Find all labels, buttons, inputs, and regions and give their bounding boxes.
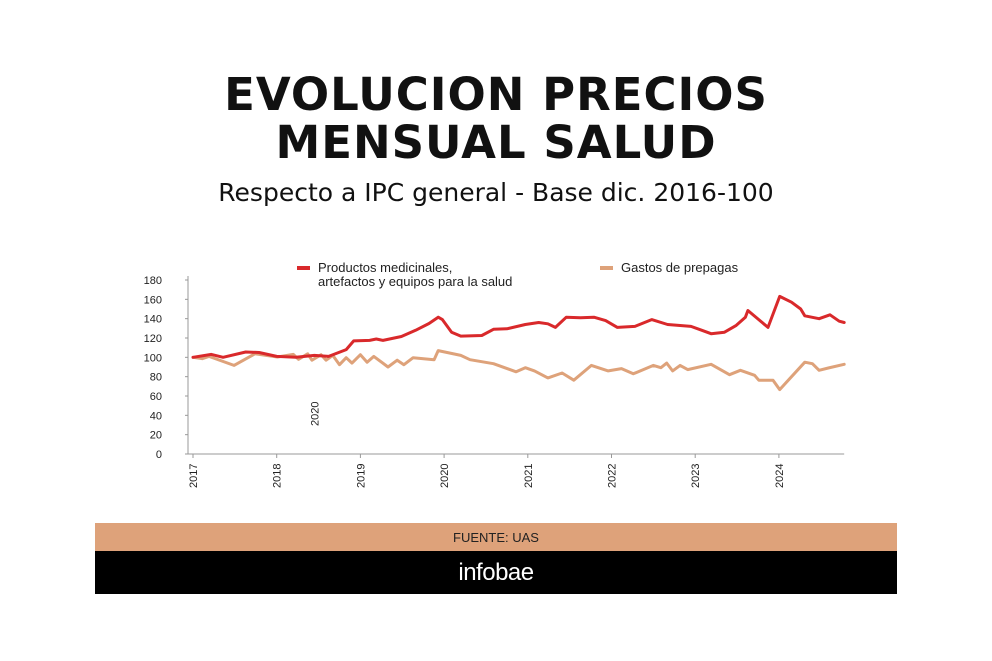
brand-logo: infobae — [95, 551, 897, 594]
chart-subtitle: Respecto a IPC general - Base dic. 2016-… — [218, 178, 774, 207]
chart-title-line-1: EVOLUCION PRECIOS — [224, 68, 768, 121]
y-tick-label: 0 — [156, 449, 162, 461]
source-bar: FUENTE: UAS — [95, 523, 897, 551]
y-tick-label: 140 — [144, 314, 162, 326]
series-line-gastos-prepagas — [191, 349, 846, 392]
x-tick-label: 2023 — [690, 464, 702, 488]
y-tick-label: 20 — [150, 430, 162, 442]
legend-label: artefactos y equipos para la salud — [318, 274, 512, 289]
legend-swatch — [297, 266, 310, 270]
x-tick-label: 2019 — [355, 464, 367, 488]
x-tick-label: 2017 — [188, 464, 200, 488]
legend: Productos medicinales,artefactos y equip… — [297, 260, 739, 289]
legend-label: Productos medicinales, — [318, 260, 452, 275]
legend-label: Gastos de prepagas — [621, 260, 739, 275]
annotation-label: 2020 — [309, 402, 321, 426]
x-tick-label: 2021 — [523, 464, 535, 488]
axes: 0 20 40 60 80 100 120 140 160 180 2017 2018 2019 2020… — [144, 275, 845, 488]
y-tick-label: 60 — [150, 391, 162, 403]
x-tick-label: 2020 — [439, 464, 451, 488]
y-tick-label: 120 — [144, 333, 162, 345]
y-tick-label: 100 — [144, 352, 162, 364]
legend-swatch — [600, 266, 613, 270]
y-tick-label: 180 — [144, 275, 162, 287]
x-tick-label: 2018 — [272, 464, 284, 488]
x-tick-label: 2022 — [607, 464, 619, 488]
y-tick-label: 160 — [144, 294, 162, 306]
series-line-productos-medicinales — [191, 294, 846, 359]
chart-title-line-2: MENSUAL SALUD — [275, 116, 717, 169]
y-tick-label: 80 — [150, 372, 162, 384]
x-tick-label: 2024 — [774, 464, 786, 488]
series-lines — [191, 294, 846, 392]
y-tick-label: 40 — [150, 410, 162, 422]
